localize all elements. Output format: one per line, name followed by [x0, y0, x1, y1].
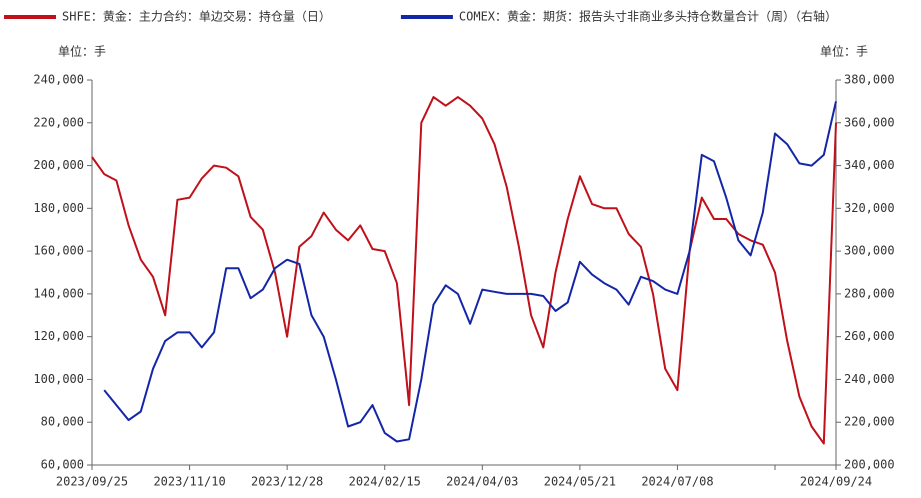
legend-label: SHFE：黄金：主力合约：单边交易：持仓量（日） — [62, 9, 331, 24]
y-tick-label: 120,000 — [33, 329, 84, 343]
series-line — [103, 101, 837, 443]
y2-tick-label: 260,000 — [844, 329, 895, 343]
x-tick-label: 2024/09/24 — [800, 475, 872, 489]
y-tick-label: 180,000 — [33, 201, 84, 215]
y-tick-label: 220,000 — [33, 115, 84, 129]
x-tick-label: 2023/12/28 — [251, 475, 323, 489]
y-tick-label: 160,000 — [33, 244, 84, 258]
x-tick-label: 2024/07/08 — [641, 475, 713, 489]
left-unit: 单位：手 — [58, 44, 106, 59]
x-tick-label: 2023/11/10 — [153, 475, 225, 489]
series-line — [91, 96, 837, 445]
y2-tick-label: 380,000 — [844, 73, 895, 87]
y2-tick-label: 360,000 — [844, 115, 895, 129]
x-tick-label: 2024/04/03 — [446, 475, 518, 489]
y2-tick-label: 300,000 — [844, 244, 895, 258]
x-tick-label: 2023/09/25 — [56, 475, 128, 489]
y-tick-label: 60,000 — [41, 458, 84, 472]
y-tick-label: 80,000 — [41, 415, 84, 429]
right-unit: 单位：手 — [820, 44, 868, 59]
x-tick-label: 2024/02/15 — [349, 475, 421, 489]
y-tick-label: 200,000 — [33, 158, 84, 172]
y-tick-label: 100,000 — [33, 372, 84, 386]
y-tick-label: 140,000 — [33, 286, 84, 300]
y2-tick-label: 200,000 — [844, 458, 895, 472]
y2-tick-label: 240,000 — [844, 372, 895, 386]
y-tick-label: 240,000 — [33, 73, 84, 87]
y2-tick-label: 320,000 — [844, 201, 895, 215]
y2-tick-label: 220,000 — [844, 415, 895, 429]
x-tick-label: 2024/05/21 — [544, 475, 616, 489]
legend-label: COMEX：黄金：期货：报告头寸非商业多头持仓数量合计（周）（右轴） — [459, 9, 837, 24]
y2-tick-label: 340,000 — [844, 158, 895, 172]
y2-tick-label: 280,000 — [844, 286, 895, 300]
